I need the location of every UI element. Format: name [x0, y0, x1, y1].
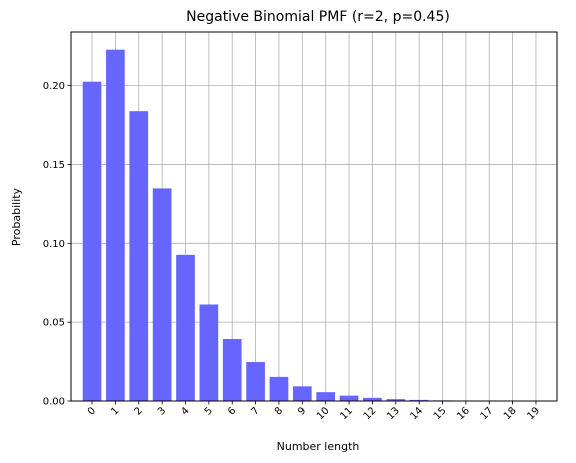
x-tick-label: 8 [273, 405, 285, 417]
bar [222, 339, 242, 401]
x-tick-label: 5 [203, 405, 215, 417]
bar [386, 399, 406, 401]
x-tick-label: 17 [479, 405, 496, 422]
bar [316, 392, 336, 401]
bar [246, 362, 265, 401]
x-tick-label: 19 [525, 405, 542, 422]
y-tick-label: 0.10 [43, 239, 65, 250]
x-tick-label: 12 [362, 405, 379, 422]
x-tick-label: 18 [502, 405, 519, 422]
bar [199, 304, 219, 401]
y-axis-title: Probability [10, 187, 23, 246]
x-tick-label: 0 [86, 405, 98, 417]
x-tick-label: 14 [408, 405, 425, 422]
x-tick-label: 4 [179, 405, 191, 417]
x-tick-label: 3 [156, 405, 168, 417]
plot-frame [70, 31, 558, 402]
bars [82, 49, 522, 402]
y-tick-label: 0.15 [43, 160, 65, 171]
x-tick-label: 10 [315, 405, 332, 422]
y-axis: 0.00 0.05 0.10 0.15 0.20 [43, 81, 71, 408]
bar [409, 399, 429, 401]
bar [363, 397, 382, 401]
y-tick-label: 0.00 [43, 397, 65, 408]
y-tick-label: 0.20 [43, 81, 65, 92]
bar [269, 376, 289, 401]
x-axis: 0 1 2 3 4 5 6 7 8 9 10 11 12 13 14 15 16 17 18 19 [86, 401, 542, 422]
x-tick-label: 7 [249, 405, 261, 417]
y-tick-label: 0.05 [43, 318, 65, 329]
bar [82, 81, 102, 401]
chart-title: Negative Binomial PMF (r=2, p=0.45) [186, 9, 450, 25]
x-axis-title: Number length [277, 440, 360, 453]
bar [292, 386, 312, 401]
x-tick-label: 1 [109, 405, 121, 417]
bar [152, 188, 172, 401]
x-tick-label: 11 [338, 405, 355, 422]
x-tick-label: 13 [385, 405, 402, 422]
x-tick-label: 2 [133, 405, 145, 417]
bar [176, 254, 195, 401]
x-tick-label: 15 [432, 405, 449, 422]
bar [339, 395, 359, 401]
x-tick-label: 6 [226, 405, 238, 417]
bar [129, 111, 149, 402]
x-tick-label: 16 [455, 405, 472, 422]
bar [106, 49, 125, 402]
x-tick-label: 9 [296, 405, 308, 417]
